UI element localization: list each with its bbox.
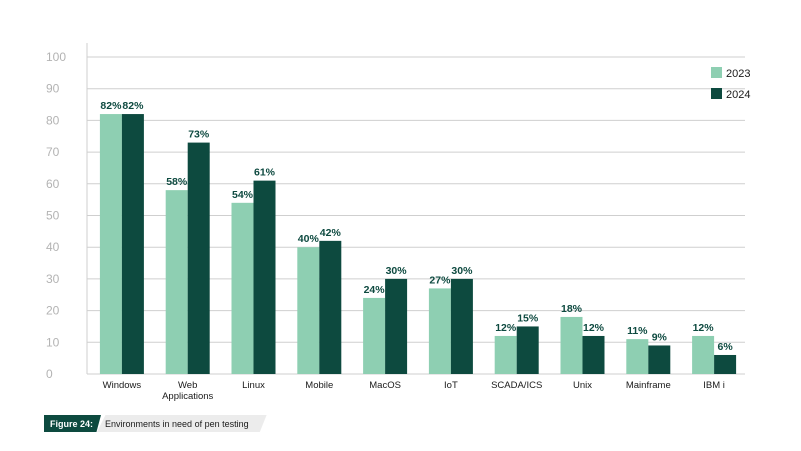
y-tick-label: 40 bbox=[46, 240, 60, 254]
bar-2023 bbox=[692, 335, 715, 374]
x-tick-label: Mobile bbox=[305, 380, 333, 391]
y-tick-label: 90 bbox=[46, 82, 60, 96]
x-tick-label: IBM i bbox=[703, 380, 725, 391]
x-tick-label: Web Applications bbox=[162, 380, 213, 402]
y-tick-label: 50 bbox=[46, 209, 60, 223]
bar-2023 bbox=[626, 339, 649, 374]
bar-2024 bbox=[582, 335, 605, 374]
data-label: 61% bbox=[254, 167, 276, 179]
bar-2023 bbox=[560, 316, 583, 374]
data-label: 54% bbox=[232, 189, 254, 201]
x-tick-label: Windows bbox=[103, 380, 142, 391]
data-label: 6% bbox=[718, 341, 734, 353]
data-label: 24% bbox=[364, 284, 386, 296]
y-tick-label: 80 bbox=[46, 113, 60, 127]
bar-2023 bbox=[363, 297, 386, 374]
data-label: 42% bbox=[320, 227, 342, 239]
data-label: 82% bbox=[100, 100, 122, 112]
bar-2023 bbox=[297, 247, 320, 374]
bar-2023 bbox=[494, 335, 517, 374]
legend-swatch-2023 bbox=[711, 67, 722, 78]
legend-label: 2023 bbox=[726, 68, 750, 80]
data-label: 15% bbox=[517, 312, 539, 324]
y-tick-label: 30 bbox=[46, 272, 60, 286]
y-tick-label: 60 bbox=[46, 177, 60, 191]
data-label: 27% bbox=[429, 274, 451, 286]
x-tick-label: Mainframe bbox=[626, 380, 671, 391]
bar-2023 bbox=[231, 202, 254, 374]
y-tick-label: 10 bbox=[46, 335, 60, 349]
bar-2023 bbox=[99, 114, 122, 374]
x-tick-label: SCADA/ICS bbox=[491, 380, 542, 391]
bar-2024 bbox=[714, 354, 737, 374]
data-label: 58% bbox=[166, 176, 188, 188]
data-label: 12% bbox=[495, 322, 517, 334]
bar-2024 bbox=[648, 345, 671, 374]
bar-2024 bbox=[319, 240, 342, 374]
data-label: 40% bbox=[298, 233, 320, 245]
x-tick-label: Linux bbox=[242, 380, 265, 391]
y-tick-label: 0 bbox=[46, 367, 53, 381]
data-label: 12% bbox=[693, 322, 715, 334]
x-tick-label: IoT bbox=[444, 380, 458, 391]
bar-2023 bbox=[165, 190, 188, 374]
x-tick-label: Unix bbox=[573, 380, 592, 391]
bar-2024 bbox=[385, 278, 408, 374]
bar-2024 bbox=[450, 278, 473, 374]
data-label: 73% bbox=[188, 129, 210, 141]
x-tick-label: MacOS bbox=[369, 380, 401, 391]
bar-2023 bbox=[428, 288, 451, 374]
legend-swatch-2024 bbox=[711, 88, 722, 99]
figure-caption-text: Environments in need of pen testing bbox=[97, 415, 267, 432]
data-label: 11% bbox=[627, 325, 648, 337]
data-label: 9% bbox=[652, 331, 668, 343]
bar-2024 bbox=[516, 326, 539, 374]
bar-2024 bbox=[121, 114, 144, 374]
bar-2024 bbox=[253, 180, 276, 374]
y-tick-label: 20 bbox=[46, 304, 60, 318]
data-label: 30% bbox=[451, 265, 473, 277]
figure-label: Figure 24: bbox=[44, 415, 102, 432]
figure-caption: Figure 24: Environments in need of pen t… bbox=[44, 415, 267, 432]
y-tick-label: 100 bbox=[46, 50, 66, 64]
y-tick-label: 70 bbox=[46, 145, 60, 159]
data-label: 18% bbox=[561, 303, 583, 315]
data-label: 82% bbox=[122, 100, 144, 112]
data-label: 12% bbox=[583, 322, 605, 334]
data-label: 30% bbox=[386, 265, 408, 277]
legend-label: 2024 bbox=[726, 89, 750, 101]
bar-2024 bbox=[187, 142, 210, 374]
